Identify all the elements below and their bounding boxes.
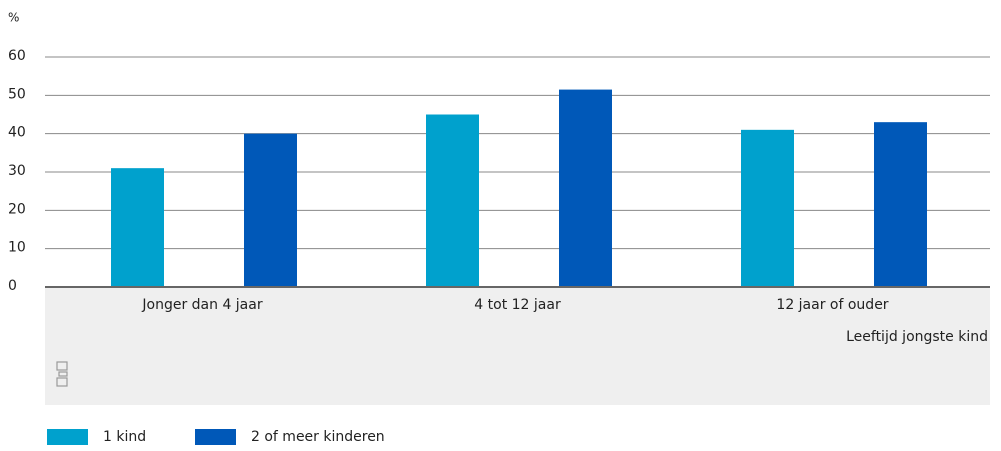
y-axis-label: % (8, 11, 19, 25)
legend-swatch (47, 429, 88, 445)
bar (111, 168, 164, 287)
legend-swatch (195, 429, 236, 445)
legend-label: 1 kind (103, 429, 146, 445)
y-tick-label: 20 (8, 201, 26, 217)
y-tick-label: 10 (8, 240, 26, 256)
y-tick-label: 0 (8, 278, 17, 294)
x-tick-label: Jonger dan 4 jaar (141, 297, 262, 313)
y-tick-label: 50 (8, 86, 26, 102)
y-tick-label: 30 (8, 163, 26, 179)
bar (874, 122, 927, 288)
bar (559, 89, 612, 287)
logo (56, 361, 68, 387)
bar (426, 114, 479, 287)
y-tick-label: 40 (8, 125, 26, 141)
bar (741, 129, 794, 287)
bar (244, 133, 297, 287)
x-axis-label: Leeftijd jongste kind (846, 329, 988, 345)
x-tick-label: 4 tot 12 jaar (474, 297, 561, 313)
legend-label: 2 of meer kinderen (251, 429, 385, 445)
x-tick-label: 12 jaar of ouder (776, 297, 888, 313)
y-tick-label: 60 (8, 48, 26, 64)
axis-panel (45, 287, 990, 405)
